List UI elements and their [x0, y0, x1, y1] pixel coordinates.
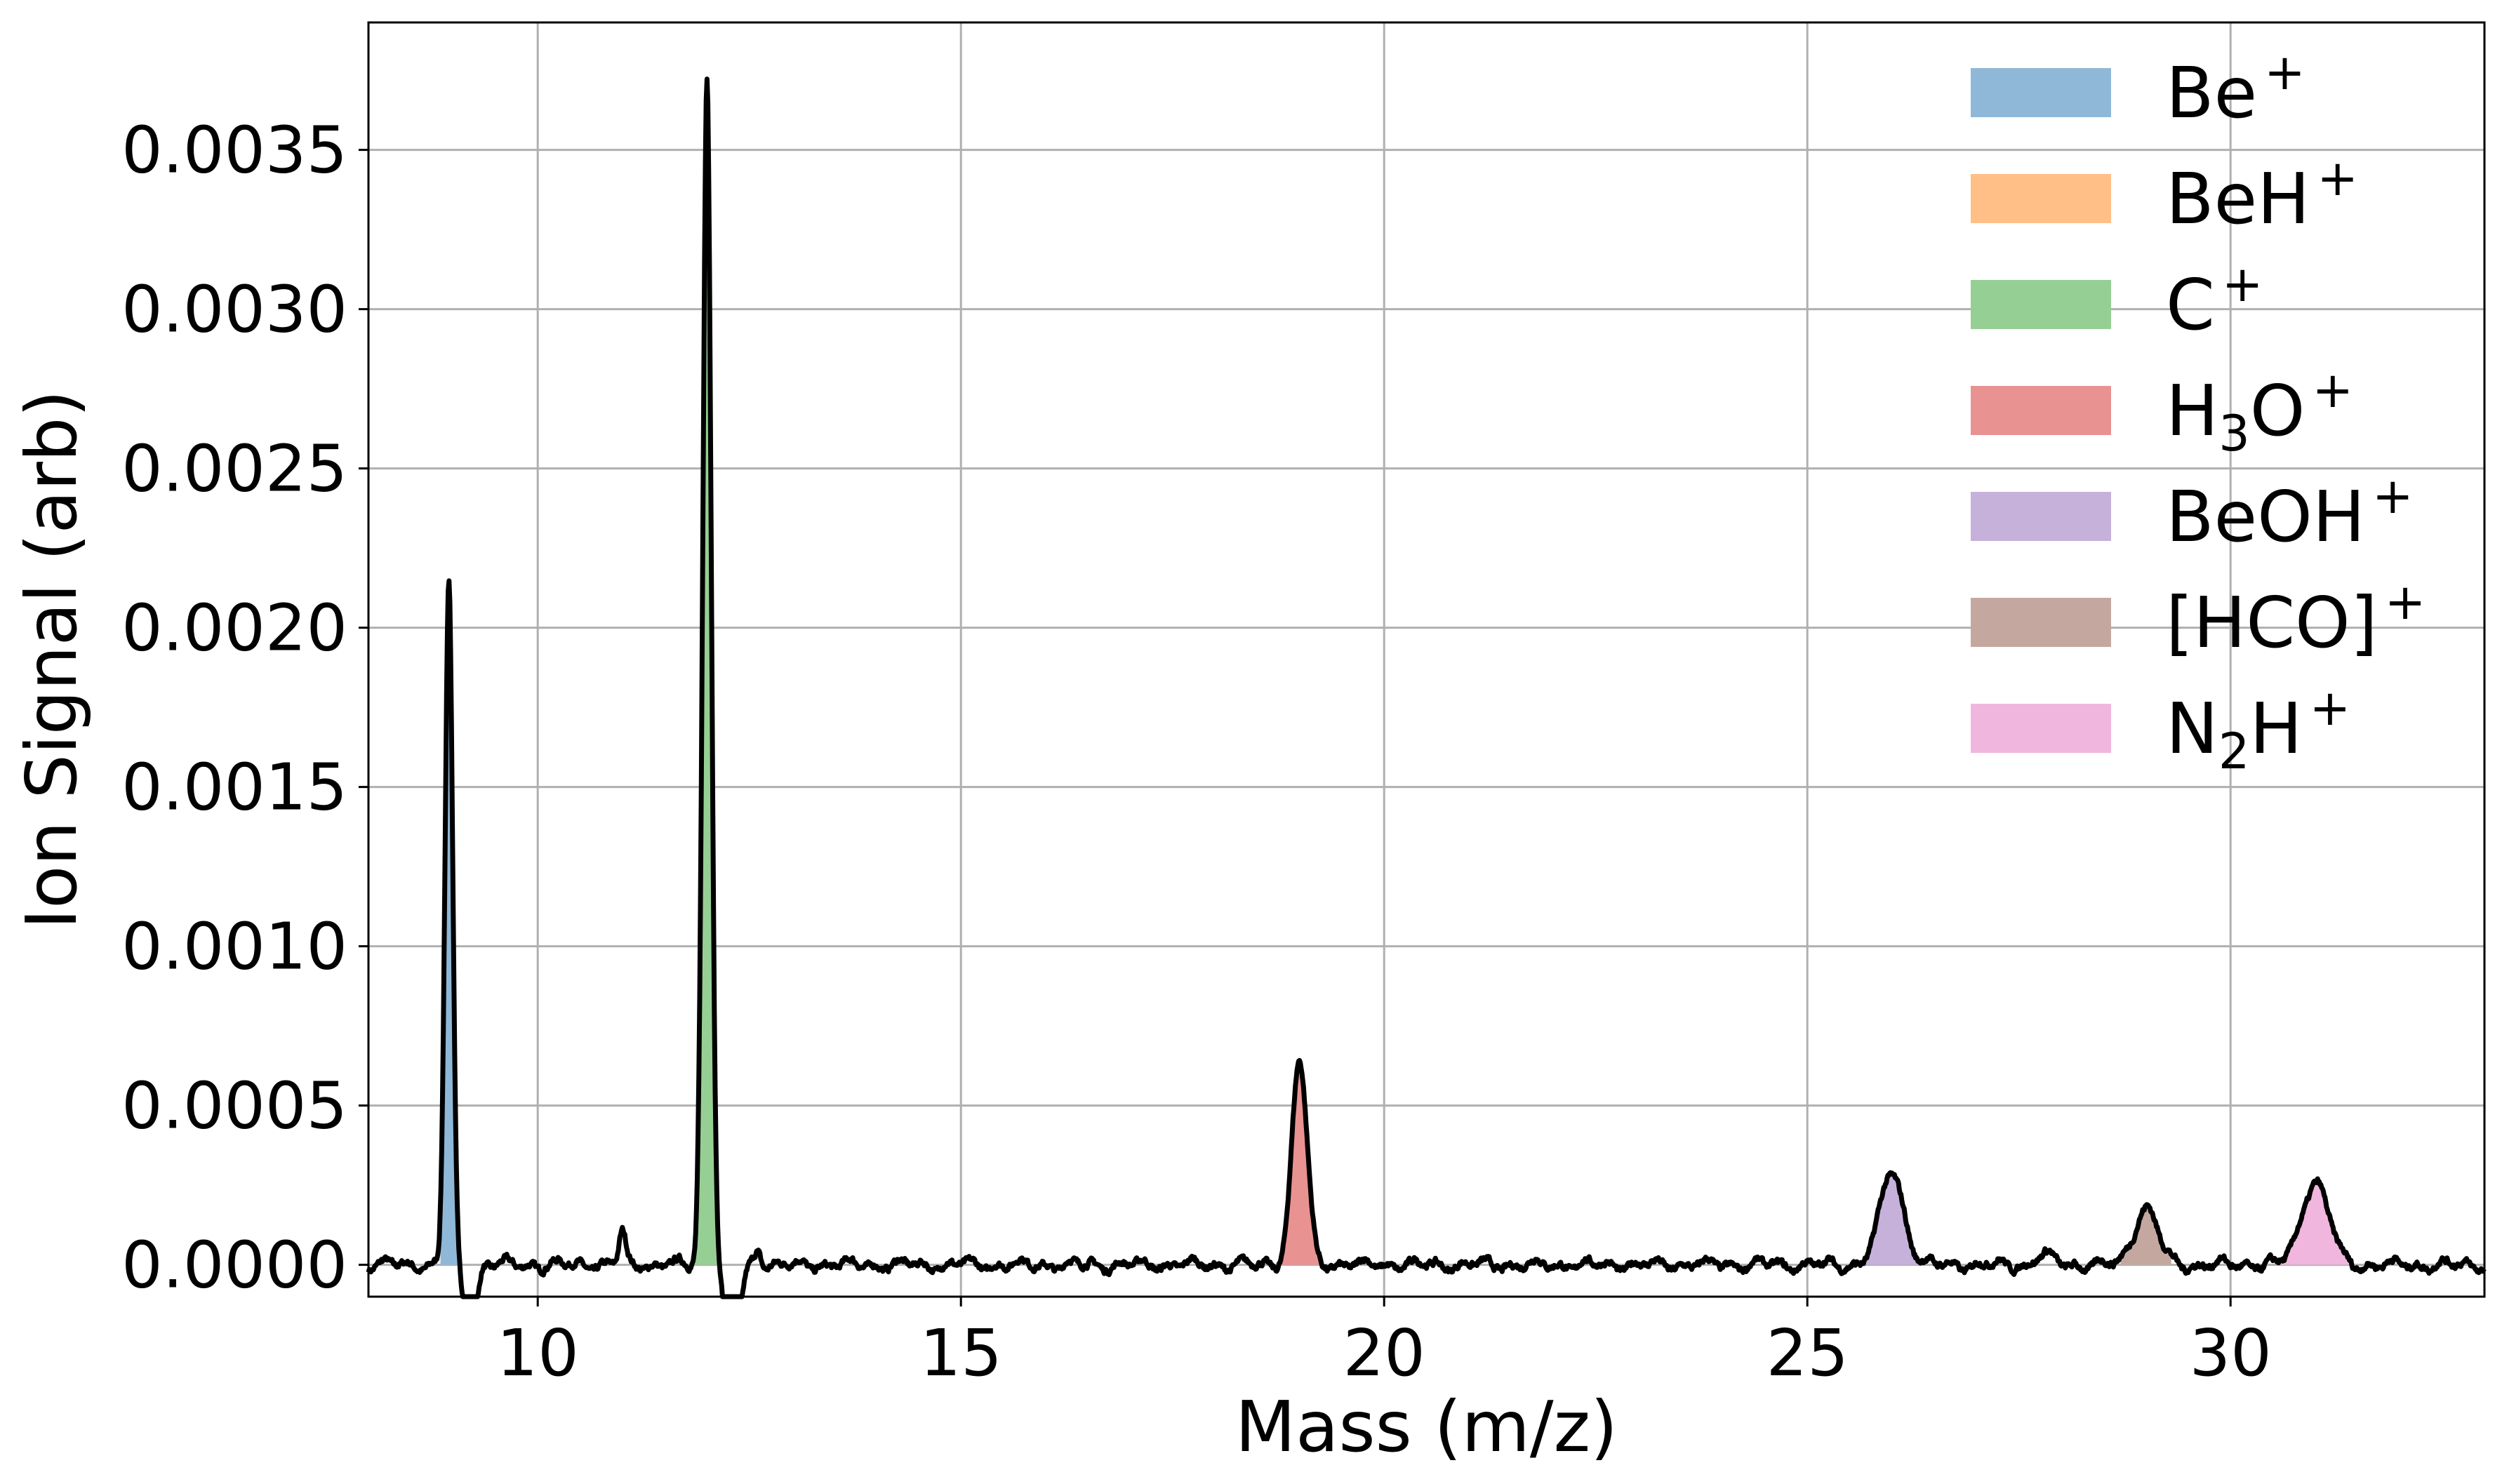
- legend-label-beoh: BeOH +: [2166, 467, 2414, 558]
- x-tick-label: 15: [920, 1316, 1002, 1391]
- y-tick-label: 0.0025: [121, 432, 347, 507]
- peak-fill-hco: [2120, 1204, 2171, 1265]
- peak-fill-beoh: [1866, 1172, 1917, 1265]
- legend-swatch-h3o: [1971, 386, 2111, 435]
- x-tick-label: 20: [1343, 1316, 1425, 1391]
- legend-swatch-be: [1971, 68, 2111, 117]
- peak-fill-h3o: [1278, 1060, 1325, 1265]
- peak-fills: [440, 79, 2349, 1265]
- legend-label-h3o: H3O +: [2166, 361, 2353, 462]
- y-tick-label: 0.0000: [121, 1228, 347, 1303]
- spectrum-line: [366, 76, 2487, 1299]
- legend: Be + BeH + C + H3O +BeOH + [HCO] + N2H +: [1971, 44, 2426, 780]
- y-tick-labels: 0.0000 0.0005 0.0010 0.0015 0.0020 0.0025 0.00…: [121, 113, 368, 1303]
- x-tick-label: 30: [2190, 1316, 2272, 1391]
- legend-label-be: Be +: [2166, 44, 2305, 134]
- legend-swatch-beoh: [1971, 492, 2111, 541]
- plot-frame: [367, 21, 2486, 1298]
- peak-fill-n2h: [2281, 1179, 2349, 1265]
- legend-swatch-beh: [1971, 174, 2111, 223]
- x-axis-label: Mass (m/z): [1235, 1386, 1618, 1468]
- peak-fill-c: [690, 79, 728, 1265]
- legend-swatch-hco: [1971, 598, 2111, 647]
- y-tick-label: 0.0015: [121, 750, 347, 825]
- y-axis-label: Ion Signal (arb): [11, 390, 93, 930]
- y-tick-label: 0.0020: [121, 591, 347, 666]
- y-tick-label: 0.0010: [121, 909, 347, 984]
- legend-swatch-n2h: [1971, 704, 2111, 753]
- legend-label-hco: [HCO] +: [2166, 573, 2426, 664]
- legend-swatch-c: [1971, 280, 2111, 329]
- x-tick-label: 10: [497, 1316, 579, 1391]
- y-tick-label: 0.0005: [121, 1069, 347, 1144]
- x-tick-label: 25: [1766, 1316, 1849, 1391]
- x-tick-labels: 10 15 20 25 30: [497, 1297, 2272, 1391]
- y-tick-label: 0.0030: [121, 272, 347, 347]
- y-tick-label: 0.0035: [121, 113, 347, 188]
- legend-label-n2h: N2H +: [2166, 679, 2350, 780]
- legend-label-c: C +: [2166, 255, 2263, 346]
- legend-label-beh: BeH +: [2166, 149, 2358, 240]
